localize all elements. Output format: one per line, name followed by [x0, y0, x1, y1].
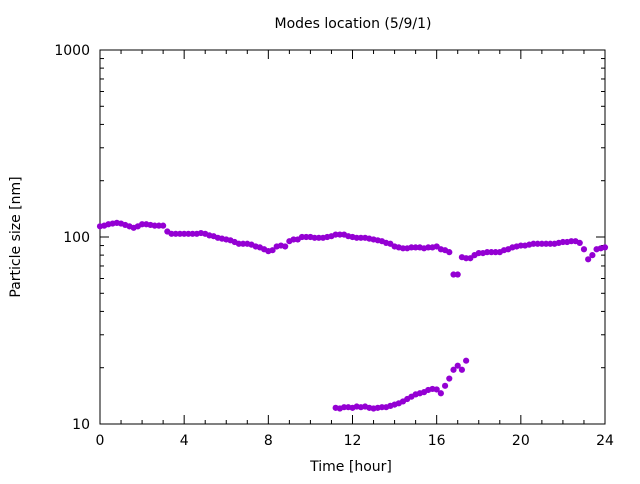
data-point — [441, 382, 449, 389]
data-point — [160, 222, 167, 229]
x-tick-label: 12 — [344, 433, 362, 449]
chart-title: Modes location (5/9/1) — [275, 16, 432, 32]
data-point — [589, 252, 596, 259]
data-points — [96, 219, 609, 412]
y-tick-label: 100 — [63, 230, 90, 246]
y-axis-label: Particle size [nm] — [8, 176, 24, 297]
data-point — [433, 386, 440, 393]
data-point — [446, 249, 453, 256]
data-point — [463, 357, 470, 364]
data-point — [576, 239, 583, 246]
y-tick-label: 10 — [72, 417, 90, 433]
data-point — [454, 271, 461, 278]
data-point — [601, 244, 609, 251]
x-tick-label: 0 — [96, 433, 105, 449]
data-point — [437, 390, 444, 397]
x-tick-label: 8 — [264, 433, 273, 449]
data-point — [580, 246, 588, 253]
axis-ticks: 0 4 8 12 16 20 24 10 100 1000 — [54, 43, 614, 449]
data-point — [458, 366, 466, 373]
data-point — [454, 362, 461, 369]
x-tick-label: 4 — [180, 433, 189, 449]
x-tick-label: 24 — [596, 433, 614, 449]
y-tick-label: 1000 — [54, 43, 90, 59]
x-tick-label: 16 — [428, 433, 446, 449]
data-point — [446, 375, 453, 382]
data-point — [450, 366, 457, 373]
data-point — [269, 247, 276, 254]
x-tick-label: 20 — [512, 433, 530, 449]
data-point — [585, 256, 592, 263]
data-point — [282, 243, 289, 250]
x-axis-label: Time [hour] — [309, 459, 392, 475]
